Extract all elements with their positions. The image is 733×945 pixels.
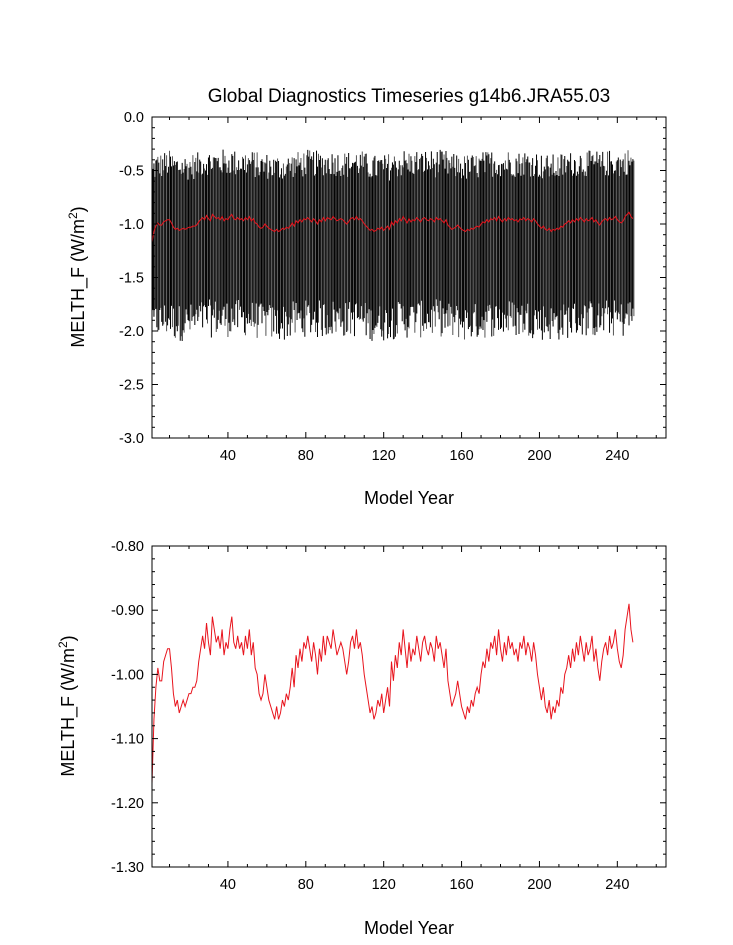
top-annual-mean-line — [151, 211, 634, 243]
bottom-x-axis: 40 80 120 160 200 240 — [169, 546, 657, 893]
x-tick-label: 40 — [220, 448, 236, 464]
top-x-axis-label: Model Year — [364, 488, 454, 508]
bottom-x-axis-label: Model Year — [364, 918, 454, 938]
top-monthly-series — [151, 149, 635, 341]
x-tick-label: 200 — [527, 877, 551, 893]
x-tick-label: 240 — [605, 448, 629, 464]
x-tick-label: 80 — [298, 877, 314, 893]
y-tick-label: -0.90 — [111, 603, 144, 619]
x-tick-label: 40 — [220, 877, 236, 893]
bottom-plot-frame — [151, 545, 667, 868]
top-panel: Global Diagnostics Timeseries g14b6.JRA5… — [66, 86, 667, 508]
x-tick-label: 120 — [372, 448, 396, 464]
y-tick-label: -0.5 — [119, 164, 144, 180]
top-y-axis-label: MELTH_F (W/m2) — [66, 206, 89, 347]
y-tick-label: -1.20 — [111, 796, 144, 812]
x-tick-label: 240 — [605, 877, 629, 893]
y-tick-label: -0.80 — [111, 539, 144, 555]
y-tick-label: -1.0 — [119, 217, 144, 233]
top-x-axis: 40 80 120 160 200 240 — [169, 117, 657, 464]
chart-title: Global Diagnostics Timeseries g14b6.JRA5… — [208, 86, 610, 107]
bottom-annual-mean-line — [151, 603, 634, 784]
y-tick-label: -3.0 — [119, 431, 144, 447]
top-y-axis: 0.0 -0.5 -1.0 -1.5 -2.0 -2.5 -3.0 — [119, 110, 666, 447]
y-tick-label: -2.5 — [119, 378, 144, 394]
bottom-y-axis-label: MELTH_F (W/m2) — [56, 635, 79, 776]
y-tick-label: -2.0 — [119, 324, 144, 340]
y-tick-label: -1.10 — [111, 732, 144, 748]
y-tick-label: -1.30 — [111, 860, 144, 876]
x-tick-label: 160 — [449, 448, 473, 464]
bottom-y-axis: -0.80 -0.90 -1.00 -1.10 -1.20 -1.30 — [111, 539, 666, 876]
x-tick-label: 160 — [449, 877, 473, 893]
x-tick-label: 80 — [298, 448, 314, 464]
x-tick-label: 200 — [527, 448, 551, 464]
y-tick-label: -1.5 — [119, 271, 144, 287]
y-tick-label: 0.0 — [124, 110, 144, 126]
y-tick-label: -1.00 — [111, 667, 144, 683]
x-tick-label: 120 — [372, 877, 396, 893]
bottom-panel: -0.80 -0.90 -1.00 -1.10 -1.20 -1.30 40 80 120 16… — [56, 539, 667, 938]
